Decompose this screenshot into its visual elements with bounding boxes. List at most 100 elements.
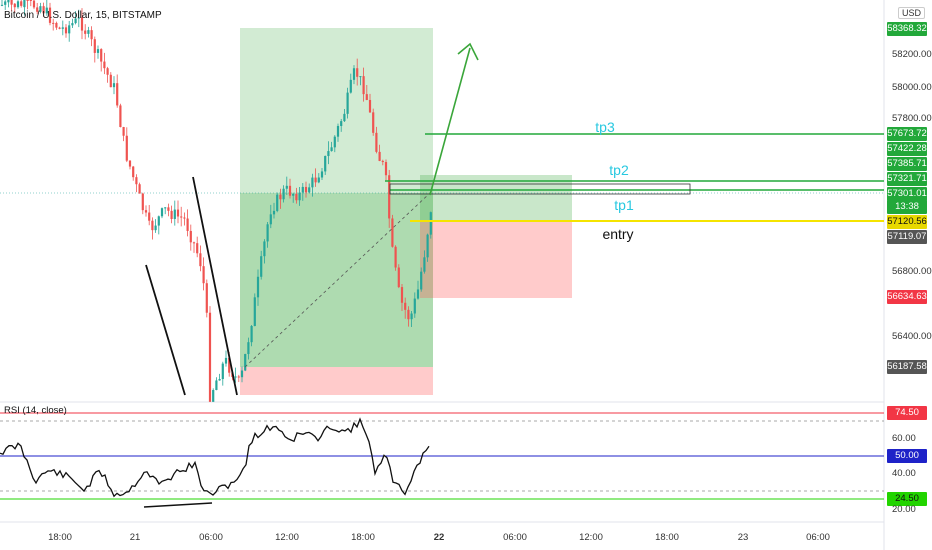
price-tag-tp2: 57321.71 — [887, 172, 927, 186]
price-axis-label: 56400.00 — [892, 331, 932, 342]
candle-body — [317, 177, 320, 183]
price-tag: 57385.71 — [887, 157, 927, 171]
candle-body — [103, 61, 106, 69]
long-profit-zone[interactable] — [240, 193, 433, 367]
candle-body — [356, 68, 359, 77]
candle-body — [324, 156, 327, 172]
candle-body — [365, 94, 368, 100]
candle-body — [61, 27, 64, 29]
long-profit-zone-top[interactable] — [240, 28, 433, 193]
time-axis-label: 12:00 — [579, 532, 603, 543]
candle-body — [141, 193, 144, 211]
candle-body — [212, 390, 215, 402]
candle-body — [388, 175, 391, 219]
candle-body — [349, 79, 352, 93]
candle-body — [170, 210, 173, 219]
candle-body — [23, 0, 26, 8]
candle-body — [362, 76, 365, 95]
time-axis-label: 23 — [737, 532, 749, 543]
currency-button[interactable]: USD — [898, 7, 926, 19]
rsi-title[interactable]: RSI (14, close) — [4, 405, 67, 416]
long-loss-zone[interactable] — [240, 367, 433, 395]
candle-body — [100, 49, 103, 62]
candle-body — [26, 0, 29, 1]
candle-body — [298, 192, 301, 201]
candle-body — [208, 312, 212, 402]
candle-body — [320, 171, 324, 178]
candle-body — [285, 185, 288, 189]
candle-body — [407, 309, 410, 320]
candle-body — [93, 39, 96, 53]
time-axis-label: 21 — [129, 532, 141, 543]
price-tag: 57422.28 — [887, 142, 927, 156]
candle-body — [244, 354, 247, 371]
candle-body — [128, 160, 132, 167]
trade-profit-zone[interactable] — [420, 175, 572, 222]
candle-body — [397, 267, 400, 288]
candle-body — [304, 186, 308, 193]
candle-body — [400, 287, 404, 303]
candles[interactable] — [0, 0, 432, 402]
time-axis-label: 06:00 — [199, 532, 223, 543]
candle-body — [176, 209, 180, 217]
candle-body — [423, 257, 426, 272]
candle-body — [311, 177, 314, 188]
candle-body — [154, 225, 157, 231]
candle-body — [199, 253, 202, 267]
candle-body — [7, 0, 10, 3]
price-axis-label: 57800.00 — [892, 113, 932, 124]
candle-body — [343, 113, 346, 122]
candle-body — [151, 220, 154, 231]
candle-body — [77, 17, 80, 19]
candle-body — [391, 218, 394, 247]
trend-line-2[interactable] — [192, 176, 238, 396]
candle-body — [112, 83, 116, 88]
rsi-trend-line[interactable] — [143, 502, 213, 508]
projection-arrow[interactable] — [429, 47, 471, 196]
candle-body — [256, 276, 260, 298]
time-axis-label: 18:00 — [655, 532, 679, 543]
candle-body — [346, 92, 349, 114]
candle-body — [228, 357, 231, 373]
candle-body — [0, 4, 4, 6]
position-diagonal — [244, 192, 431, 368]
tp-rectangle[interactable] — [389, 183, 691, 195]
candle-body — [32, 0, 36, 8]
tp1-label[interactable]: tp1 — [614, 197, 634, 213]
arrow-head — [457, 42, 479, 61]
candle-body — [381, 160, 384, 163]
candle-body — [352, 68, 356, 80]
time-axis-label: 06:00 — [503, 532, 527, 543]
tp3-label[interactable]: tp3 — [595, 119, 615, 135]
candle-body — [327, 151, 330, 157]
candle-body — [87, 30, 90, 34]
rsi-line[interactable] — [0, 417, 430, 498]
candle-body — [359, 76, 362, 78]
candle-body — [173, 209, 176, 219]
candle-body — [13, 3, 16, 8]
candle-body — [205, 283, 208, 313]
trend-line-1[interactable] — [145, 264, 186, 396]
symbol-title[interactable]: Bitcoin / U.S. Dollar, 15, BITSTAMP — [4, 10, 162, 21]
tp2-label[interactable]: tp2 — [609, 162, 629, 178]
price-tag: 56187.58 — [887, 360, 927, 374]
candle-body — [192, 242, 196, 244]
candle-body — [71, 23, 74, 26]
candle-body — [308, 187, 311, 193]
candle-body — [138, 184, 141, 194]
candle-body — [333, 136, 336, 148]
candle-body — [420, 271, 423, 290]
entry-label[interactable]: entry — [602, 226, 634, 242]
candle-body — [84, 30, 87, 34]
trade-loss-zone[interactable] — [420, 222, 572, 298]
candle-body — [135, 177, 138, 185]
price-axis-label: 58200.00 — [892, 49, 932, 60]
candle-body — [295, 193, 298, 201]
candle-body — [288, 185, 292, 196]
candle-body — [122, 127, 125, 136]
candle-body — [202, 266, 205, 284]
candle-body — [372, 112, 375, 133]
candle-body — [250, 326, 253, 343]
